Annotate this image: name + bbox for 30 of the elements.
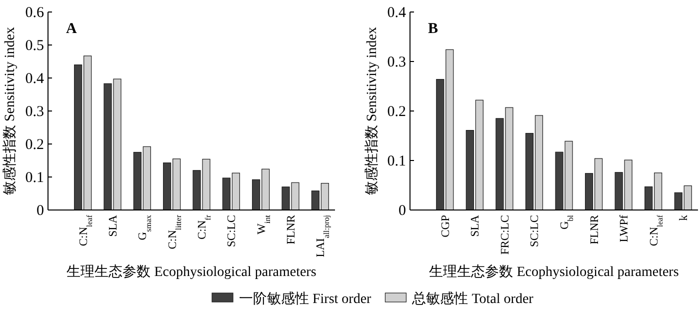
y-tick-label: 0 — [36, 203, 44, 219]
x-tick-label: FLNR — [588, 214, 601, 244]
y-tick-label: 0.3 — [387, 54, 406, 70]
y-tick-label: 0.2 — [387, 104, 406, 120]
text: B — [428, 21, 438, 37]
y-tick-label: 0.1 — [387, 154, 406, 170]
y-tick-label: 0 — [398, 203, 406, 219]
text: A — [66, 21, 77, 37]
y-axis-title: 敏感性指数 Sensitivity index — [2, 27, 18, 195]
y-tick-label: 0.3 — [25, 104, 44, 120]
x-tick-label: SC:LC — [529, 214, 542, 247]
y-tick-label: 0.2 — [25, 137, 44, 153]
x-tick-label: CGP — [440, 215, 452, 238]
x-tick-label: SC:LC — [226, 214, 238, 247]
x-tick-label: k — [678, 214, 690, 221]
y-axis-title: 敏感性指数 Sensitivity index — [364, 27, 380, 195]
legend-label: 总敏感性 Total order — [411, 291, 534, 307]
legend-label: 一阶敏感性 First order — [239, 291, 372, 307]
x-tick-label: LWPf — [618, 214, 631, 242]
x-axis-title: 生理生态参数 Ecophysiological parameters — [66, 264, 316, 280]
x-tick-label: FRC:LC — [499, 214, 512, 255]
x-tick-label: FLNR — [286, 214, 298, 244]
x-tick-label: SLA — [470, 214, 482, 237]
y-tick-label: 0.5 — [25, 38, 44, 54]
y-tick-label: 0.4 — [387, 5, 406, 21]
y-tick-label: 0.6 — [25, 5, 44, 21]
y-tick-label: 0.4 — [25, 71, 44, 87]
x-axis-title: 生理生态参数 Ecophysiological parameters — [429, 264, 679, 280]
y-tick-label: 0.1 — [25, 170, 44, 186]
x-tick-label: SLA — [108, 214, 120, 237]
